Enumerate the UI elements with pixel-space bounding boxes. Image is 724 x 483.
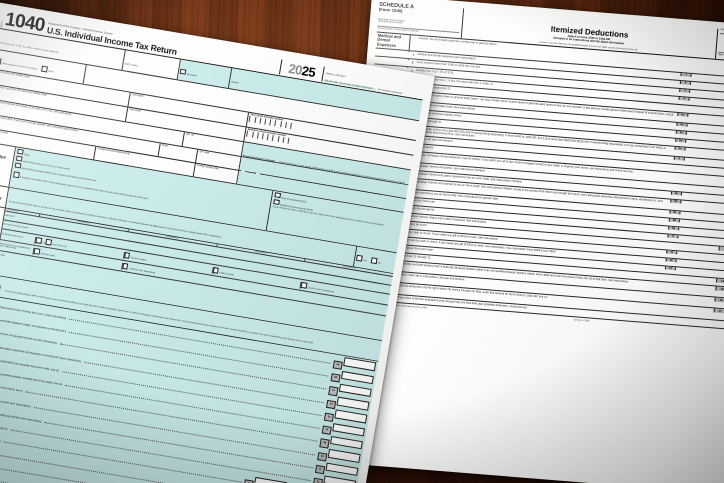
- schedule-a-category: Medical and Dental Expenses: [375, 32, 411, 50]
- schedule-a-line-number: [411, 35, 419, 37]
- schedule-a-line-label: [667, 242, 679, 243]
- schedule-a-final-column: 10: [718, 246, 724, 252]
- schedule-a-line-label: [663, 281, 675, 283]
- hoh-checkbox[interactable]: [274, 192, 281, 199]
- schedule-a-catno: Cat. No. 17145C: [573, 319, 590, 323]
- dep-fulltime-checkbox[interactable]: [123, 252, 131, 259]
- schedule-a-line-label: 13: [664, 265, 677, 270]
- schedule-a-line-label: 5b: [676, 122, 688, 127]
- income-amount-label: 1e: [323, 412, 335, 423]
- schedule-a-line-label: 5e: [674, 146, 686, 151]
- mfs-checkbox[interactable]: [14, 162, 22, 169]
- dep-otherdep-checkbox[interactable]: [300, 281, 308, 289]
- single-checkbox[interactable]: [16, 148, 24, 155]
- schedule-a-line-label: 8e: [668, 226, 680, 230]
- schedule-a-line-label: 5a: [677, 112, 689, 117]
- deceased-checkbox[interactable]: [179, 68, 187, 76]
- nonresident-checkbox[interactable]: [13, 171, 20, 179]
- schedule-a-final-column: 14: [716, 278, 724, 284]
- schedule-a-line-label: 4: [678, 96, 690, 101]
- income-amount-label: 1z: [312, 477, 323, 483]
- income-amount-label: 1a: [332, 360, 343, 370]
- dep-inus-checkbox[interactable]: [45, 238, 53, 246]
- schedule-a-final-column: 15: [715, 286, 724, 292]
- dep-relationship-label: (3) Relationship to you: [1, 233, 24, 239]
- income-line-text: Wages from Form 8919, line 6: [0, 384, 23, 394]
- form-1040-content: Form 1040 Department of the Treasury—Int…: [0, 2, 435, 483]
- schedule-a-final-column: [717, 262, 724, 264]
- digital-assets-no[interactable]: No: [370, 257, 381, 265]
- income-amount-label: 1h: [317, 451, 328, 462]
- digital-yes-checkbox[interactable]: [356, 255, 363, 262]
- filing-status-label: Filing Status: [0, 151, 7, 161]
- schedule-a-line-label: 5d: [675, 138, 687, 143]
- schedule-a-line-label: [662, 304, 673, 306]
- tax-year-end-label: 2025, ending: [124, 63, 138, 68]
- schedule-a-line-label: [681, 56, 693, 58]
- schedule-a-final-column: [719, 238, 724, 240]
- schedule-a-line-label: [664, 273, 676, 275]
- digital-no-checkbox[interactable]: [370, 257, 378, 264]
- schedule-a-line-label: [672, 172, 684, 174]
- digital-assets-yes[interactable]: Yes: [356, 255, 367, 263]
- filed-pursuant-label: Filed pursuant to section 301.9100-2: [0, 57, 37, 71]
- schedule-a-line-label: 8a: [670, 192, 683, 196]
- schedule-a-final-column: [720, 230, 724, 232]
- other-checkbox[interactable]: [41, 65, 48, 73]
- schedule-a-line-label: [662, 293, 674, 295]
- digital-assets-label: Digital Assets: [0, 191, 2, 201]
- schedule-a-line-label: [661, 316, 673, 317]
- mfj-checkbox[interactable]: [15, 155, 23, 162]
- income-line-text: Add lines 1a through 1h: [0, 423, 9, 432]
- schedule-a-line-label: [678, 104, 690, 106]
- schedule-a-line-label: 12: [665, 258, 677, 262]
- schedule-a-line-label: [673, 164, 685, 166]
- income-line-text: Tax-exempt interest: [0, 436, 1, 443]
- schedule-a-final-column: 17: [713, 308, 724, 314]
- other-label: Other: [41, 65, 54, 74]
- schedule-a-final-column: [718, 254, 724, 256]
- schedule-a-final-column: [716, 270, 724, 272]
- dep-c4b-checkbox[interactable]: [122, 262, 129, 270]
- schedule-a-line-label: 8d: [668, 218, 680, 223]
- form-1040-sheet[interactable]: Form 1040 Department of the Treasury—Int…: [0, 2, 435, 483]
- dep-c4a-checkbox[interactable]: [33, 247, 41, 255]
- schedule-a-final-column: [712, 320, 724, 322]
- income-amount-label: 1c: [328, 386, 339, 397]
- dep-yes-checkbox[interactable]: [35, 237, 42, 244]
- schedule-a-line-label: [671, 184, 683, 185]
- qss-checkbox[interactable]: [273, 198, 280, 206]
- deceased-label: Deceased: [179, 68, 197, 78]
- schedule-a-line-label: 5c: [675, 130, 687, 135]
- schedule-a-line-label: 11: [666, 250, 678, 254]
- schedule-a-line-label: 9: [667, 234, 679, 238]
- schedule-a-line-label: 8c: [669, 210, 681, 215]
- schedule-a-line-label: 3: [679, 88, 691, 93]
- schedule-a-line-label: 6: [673, 156, 685, 161]
- schedule-a-line-label: 8b: [670, 200, 682, 204]
- spouse-deceased-label: Spouse: [231, 81, 239, 85]
- income-amount-label: 1g: [319, 438, 330, 449]
- schedule-a-line-label: 1: [680, 72, 692, 77]
- schedule-a-line-label: 2: [679, 80, 692, 85]
- income-amount-label: 1i: [314, 464, 326, 475]
- income-amount-label: 1b: [330, 373, 341, 383]
- income-amount-label: 1f: [321, 425, 332, 436]
- schedule-a-final-column: 16: [714, 297, 724, 303]
- income-amount-label: 1d: [325, 399, 337, 410]
